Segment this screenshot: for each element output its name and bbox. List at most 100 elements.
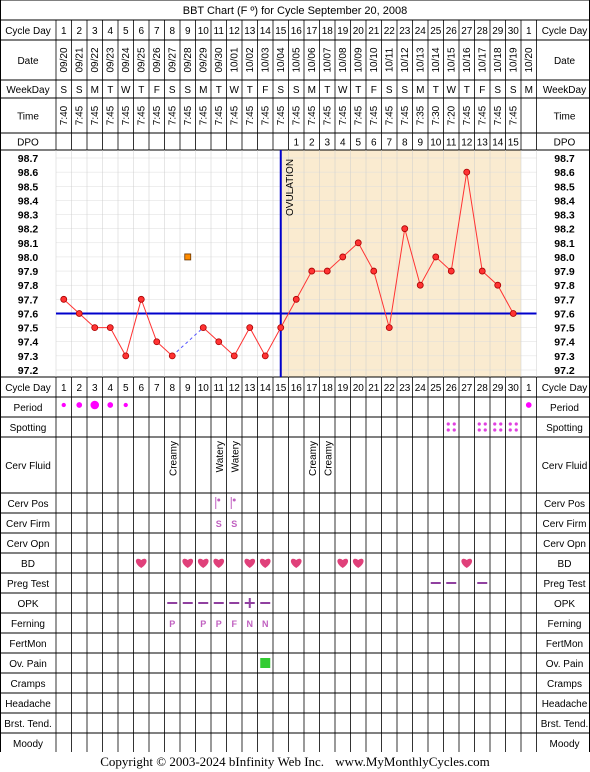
date-cell: 09/20 [59, 47, 70, 72]
cycle-day-cell: 28 [477, 26, 489, 37]
time-cell: 7:45 [105, 105, 116, 125]
dpo-cell: 11 [446, 138, 457, 149]
time-cell: 7:40 [59, 105, 70, 125]
temp-gap-line [171, 327, 204, 357]
date-cell: 09/21 [74, 47, 85, 72]
cycle-day-bottom-cell: 8 [169, 383, 175, 394]
period-dot [61, 402, 66, 408]
cycle-day-cell: 19 [337, 26, 349, 37]
temp-point [323, 267, 331, 275]
temp-point [447, 267, 455, 275]
weekday-cell: T [433, 85, 439, 96]
weekday-cell: S [76, 85, 83, 96]
ov-pain-square [260, 658, 271, 668]
time-cell: 7:45 [74, 105, 85, 125]
date-cell: 10/01 [229, 47, 240, 72]
date-cell: 10/04 [276, 47, 287, 72]
row-label-left: Brst. Tend. [4, 719, 52, 730]
y-tick-left: 97.9 [18, 266, 39, 278]
y-tick-left: 97.8 [18, 280, 39, 292]
spotting-dot [446, 422, 450, 426]
weekday-cell: S [277, 85, 284, 96]
cycle-day-label-left: Cycle Day [5, 26, 51, 37]
cycle-day-cell: 17 [306, 26, 318, 37]
time-cell: 7:45 [245, 105, 256, 125]
cerv-pos-dot [217, 498, 221, 502]
time-cell: 7:20 [446, 105, 457, 125]
y-tick-right: 97.8 [554, 280, 575, 292]
time-cell: 7:45 [307, 105, 318, 125]
row-label-right: Ov. Pain [546, 659, 584, 670]
time-cell: 7:45 [493, 105, 504, 125]
cycle-day-cell: 5 [123, 26, 129, 37]
spotting-dot [483, 422, 487, 426]
date-cell: 10/02 [245, 47, 256, 72]
cycle-day-bottom-cell: 21 [368, 383, 380, 394]
temp-point [277, 324, 285, 332]
time-cell: 7:35 [415, 105, 426, 125]
date-cell: 09/23 [105, 47, 116, 72]
time-cell: 7:45 [462, 105, 473, 125]
cycle-day-bottom-cell: 13 [244, 383, 256, 394]
cycle-day-bottom-cell: 14 [260, 383, 272, 394]
cycle-day-cell: 24 [415, 26, 427, 37]
row-text-mark: P [216, 619, 222, 629]
cycle-day-bottom-cell: 4 [107, 383, 113, 394]
spotting-dot [514, 422, 518, 426]
bbt-chart: BBT Chart (F º) for Cycle September 20, … [0, 0, 590, 752]
cycle-day-cell: 21 [368, 26, 380, 37]
y-tick-right: 98.5 [554, 181, 575, 193]
cerv-fluid-text: Creamy [323, 441, 334, 476]
date-cell: 09/26 [152, 47, 163, 72]
y-tick-left: 98.3 [18, 210, 39, 222]
dpo-cell: 5 [355, 138, 361, 149]
row-label-right: Headache [542, 699, 588, 710]
cycle-day-cell: 1 [61, 26, 67, 37]
cycle-day-bottom-cell: 23 [399, 383, 411, 394]
cycle-day-cell: 15 [275, 26, 287, 37]
bd-heart [213, 558, 225, 568]
date-cell: 10/20 [524, 47, 535, 72]
time-cell: 7:45 [291, 105, 302, 125]
time-cell: 7:45 [400, 105, 411, 125]
date-cell: 09/25 [136, 47, 147, 72]
weekday-cell: S [401, 85, 408, 96]
row-text-mark: P [169, 619, 175, 629]
row-label-right: Cerv Fluid [542, 461, 588, 472]
cycle-day-bottom-cell: 26 [446, 383, 458, 394]
row-label-left: Moody [13, 739, 43, 750]
bd-heart [135, 558, 147, 568]
cerv-fluid-text: Watery [215, 441, 226, 472]
date-cell: 10/03 [260, 47, 271, 72]
temp-point [106, 324, 114, 332]
y-tick-left: 97.3 [18, 351, 39, 363]
y-tick-right: 98.0 [554, 252, 575, 264]
time-cell: 7:45 [384, 105, 395, 125]
temp-point [370, 267, 378, 275]
y-tick-left: 98.6 [18, 167, 39, 179]
temp-point [168, 352, 176, 360]
row-label-right: Moody [549, 739, 579, 750]
cycle-day-bottom-cell: 27 [461, 383, 473, 394]
dpo-label-left: DPO [17, 138, 39, 149]
temp-point [122, 352, 130, 360]
date-cell: 10/06 [307, 47, 318, 72]
y-tick-left: 97.2 [18, 365, 39, 377]
temp-point [509, 310, 517, 317]
cycle-day-cell: 25 [430, 26, 442, 37]
site-link[interactable]: www.MyMonthlyCycles.com [335, 754, 490, 769]
temp-line [63, 297, 173, 358]
y-tick-right: 98.3 [554, 210, 575, 222]
weekday-cell: T [247, 85, 253, 96]
weekday-cell: T [107, 85, 113, 96]
dpo-cell: 12 [461, 138, 473, 149]
time-cell: 7:45 [477, 105, 488, 125]
spotting-dot [483, 428, 487, 432]
weekday-cell: W [121, 85, 131, 96]
dpo-cell: 14 [492, 138, 504, 149]
cycle-day-bottom-cell: 16 [291, 383, 303, 394]
cycle-day-bottom-cell: 30 [508, 383, 520, 394]
temp-point [308, 267, 316, 275]
cycle-day-bottom-cell: 5 [123, 383, 129, 394]
date-cell: 10/17 [477, 47, 488, 72]
